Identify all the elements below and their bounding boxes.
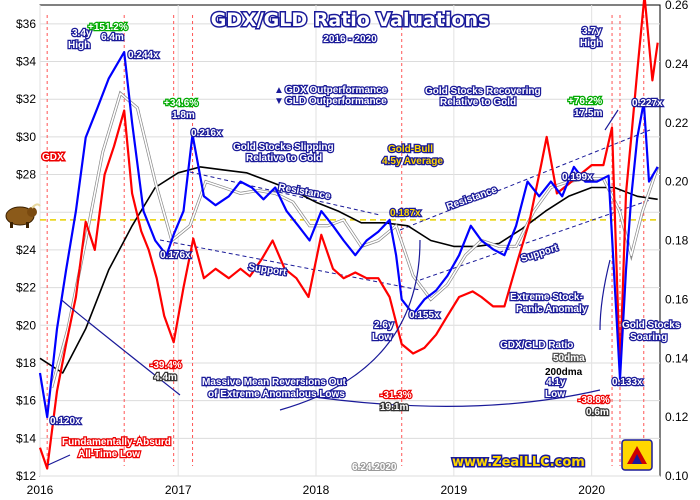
plot-background xyxy=(39,4,661,477)
arrow-up-glyph: ▲ xyxy=(274,85,284,96)
low41-line1: 4.1y xyxy=(546,377,566,388)
series-layer xyxy=(38,0,660,470)
low26-line1: 2.6y xyxy=(374,320,394,331)
recover-line1: Gold Stocks Recovering xyxy=(425,86,541,97)
d313-dur: 19.1m xyxy=(380,402,408,413)
right-tick-label: 0.24 xyxy=(665,57,689,71)
panic-line2: Panic Anomaly xyxy=(516,304,588,315)
bull-icon xyxy=(5,203,41,228)
low26-line2: Low xyxy=(372,332,392,343)
right-tick-label: 0.18 xyxy=(665,234,689,248)
arrow-down-glyph: ▼ xyxy=(274,96,284,107)
legend-50dma: 50dma xyxy=(553,353,585,364)
zeal-logo-icon xyxy=(621,439,653,471)
h1-pct: +151.2% xyxy=(88,22,128,33)
value-0155: 0.155x xyxy=(409,310,440,321)
left-tick-label: $14 xyxy=(16,431,36,445)
x-tick-label: 2017 xyxy=(165,483,192,497)
right-tick-label: 0.26 xyxy=(665,0,689,12)
right-tick-label: 0.20 xyxy=(665,175,689,189)
chart-subtitle: 2016 - 2020 xyxy=(323,34,377,45)
left-tick-label: $32 xyxy=(16,92,36,106)
left-tick-label: $12 xyxy=(16,469,36,483)
gold-bull-line2: 4.5y Average xyxy=(382,156,443,167)
absurd-line1: Fundamentally-Absurd xyxy=(62,437,171,448)
panic-line1: Extreme Stock- xyxy=(510,292,583,303)
h3-dur: 17.5m xyxy=(574,108,602,119)
h1-title2: High xyxy=(68,40,90,51)
left-axis-ticks: $12$14$16$18$20$22$24$26$28$30$32$34$36 xyxy=(16,17,36,483)
h1-dur: 6.4m xyxy=(101,32,124,43)
x-tick-label: 2020 xyxy=(578,483,605,497)
annotation-arrows xyxy=(47,109,619,466)
gdx-label: GDX xyxy=(42,152,64,163)
d388-dur: 0.6m xyxy=(586,407,609,418)
h2-dur: 1.8m xyxy=(172,110,195,121)
d394-pct: -39.4% xyxy=(150,360,182,371)
soar-line2: Soaring xyxy=(630,332,667,343)
x-axis-ticks: 2016 2017 2018 2019 2020 xyxy=(27,483,606,497)
left-tick-label: $30 xyxy=(16,130,36,144)
outperf-gdx: GDX Outperformance xyxy=(285,85,388,96)
left-tick-label: $28 xyxy=(16,168,36,182)
value-0187: 0.187x xyxy=(390,208,421,219)
h3-title2: High xyxy=(580,38,602,49)
right-axis-ticks: 0.10 0.12 0.14 0.16 0.18 0.20 0.22 0.24 0.26 xyxy=(665,0,689,483)
left-tick-label: $34 xyxy=(16,55,36,69)
legend-ratio: GDX/GLD Ratio xyxy=(500,340,573,351)
right-tick-label: 0.22 xyxy=(665,116,689,130)
left-tick-label: $24 xyxy=(16,243,36,257)
left-tick-label: $22 xyxy=(16,281,36,295)
value-0120: 0.120x xyxy=(50,416,81,427)
h3-pct: +76.2% xyxy=(568,96,602,107)
date-stamp: 6.24.2020 xyxy=(352,462,397,473)
chart-title: GDX/GLD Ratio Valuations xyxy=(211,9,490,31)
series-gdx-gld-ratio-line xyxy=(38,50,659,419)
right-tick-label: 0.12 xyxy=(665,410,689,424)
absurd-line2: All-Time Low xyxy=(78,449,140,460)
d313-pct: -31.3% xyxy=(380,390,412,401)
right-tick-label: 0.10 xyxy=(665,469,689,483)
recover-line2: Relative to Gold xyxy=(440,97,516,108)
value-0176: 0.176x xyxy=(160,250,191,261)
left-tick-label: $36 xyxy=(16,17,36,31)
slip-line2: Relative to Gold xyxy=(246,153,322,164)
h3-title: 3.7y xyxy=(582,26,602,37)
gold-bull-line1: Gold-Bull xyxy=(388,144,433,155)
h2-val: 0.216x xyxy=(191,128,222,139)
right-tick-label: 0.14 xyxy=(665,351,689,365)
value-0199: 0.199x xyxy=(562,172,593,183)
reversion-line1: Massive Mean Reversions Out xyxy=(202,377,347,388)
left-tick-label: $16 xyxy=(16,394,36,408)
h1-title: 3.4y xyxy=(72,28,92,39)
h3-val: 0.227x xyxy=(632,98,663,109)
value-0133: 0.133x xyxy=(612,377,643,388)
right-tick-label: 0.16 xyxy=(665,292,689,306)
reversion-line2: of Extreme Anomalous Lows xyxy=(208,389,345,400)
x-tick-label: 2019 xyxy=(440,483,467,497)
low41-line2: Low xyxy=(545,389,565,400)
d394-dur: 4.4m xyxy=(154,372,177,383)
outperf-gld: GLD Outperformance xyxy=(285,96,387,107)
series-gdx-line xyxy=(38,0,659,470)
grid-lines xyxy=(39,5,660,477)
left-tick-label: $20 xyxy=(16,318,36,332)
x-tick-label: 2016 xyxy=(27,483,54,497)
left-tick-label: $18 xyxy=(16,356,36,370)
watermark-url: www.ZealLLC.com xyxy=(452,455,585,470)
h2-pct: +34.6% xyxy=(164,98,198,109)
d388-pct: -38.8% xyxy=(578,395,610,406)
slip-line1: Gold Stocks Slipping xyxy=(233,142,334,153)
h1-val: 0.244x xyxy=(128,50,159,61)
soar-line1: Gold Stocks xyxy=(622,320,681,331)
x-tick-label: 2018 xyxy=(303,483,330,497)
legend-200dma: 200dma xyxy=(545,367,583,378)
